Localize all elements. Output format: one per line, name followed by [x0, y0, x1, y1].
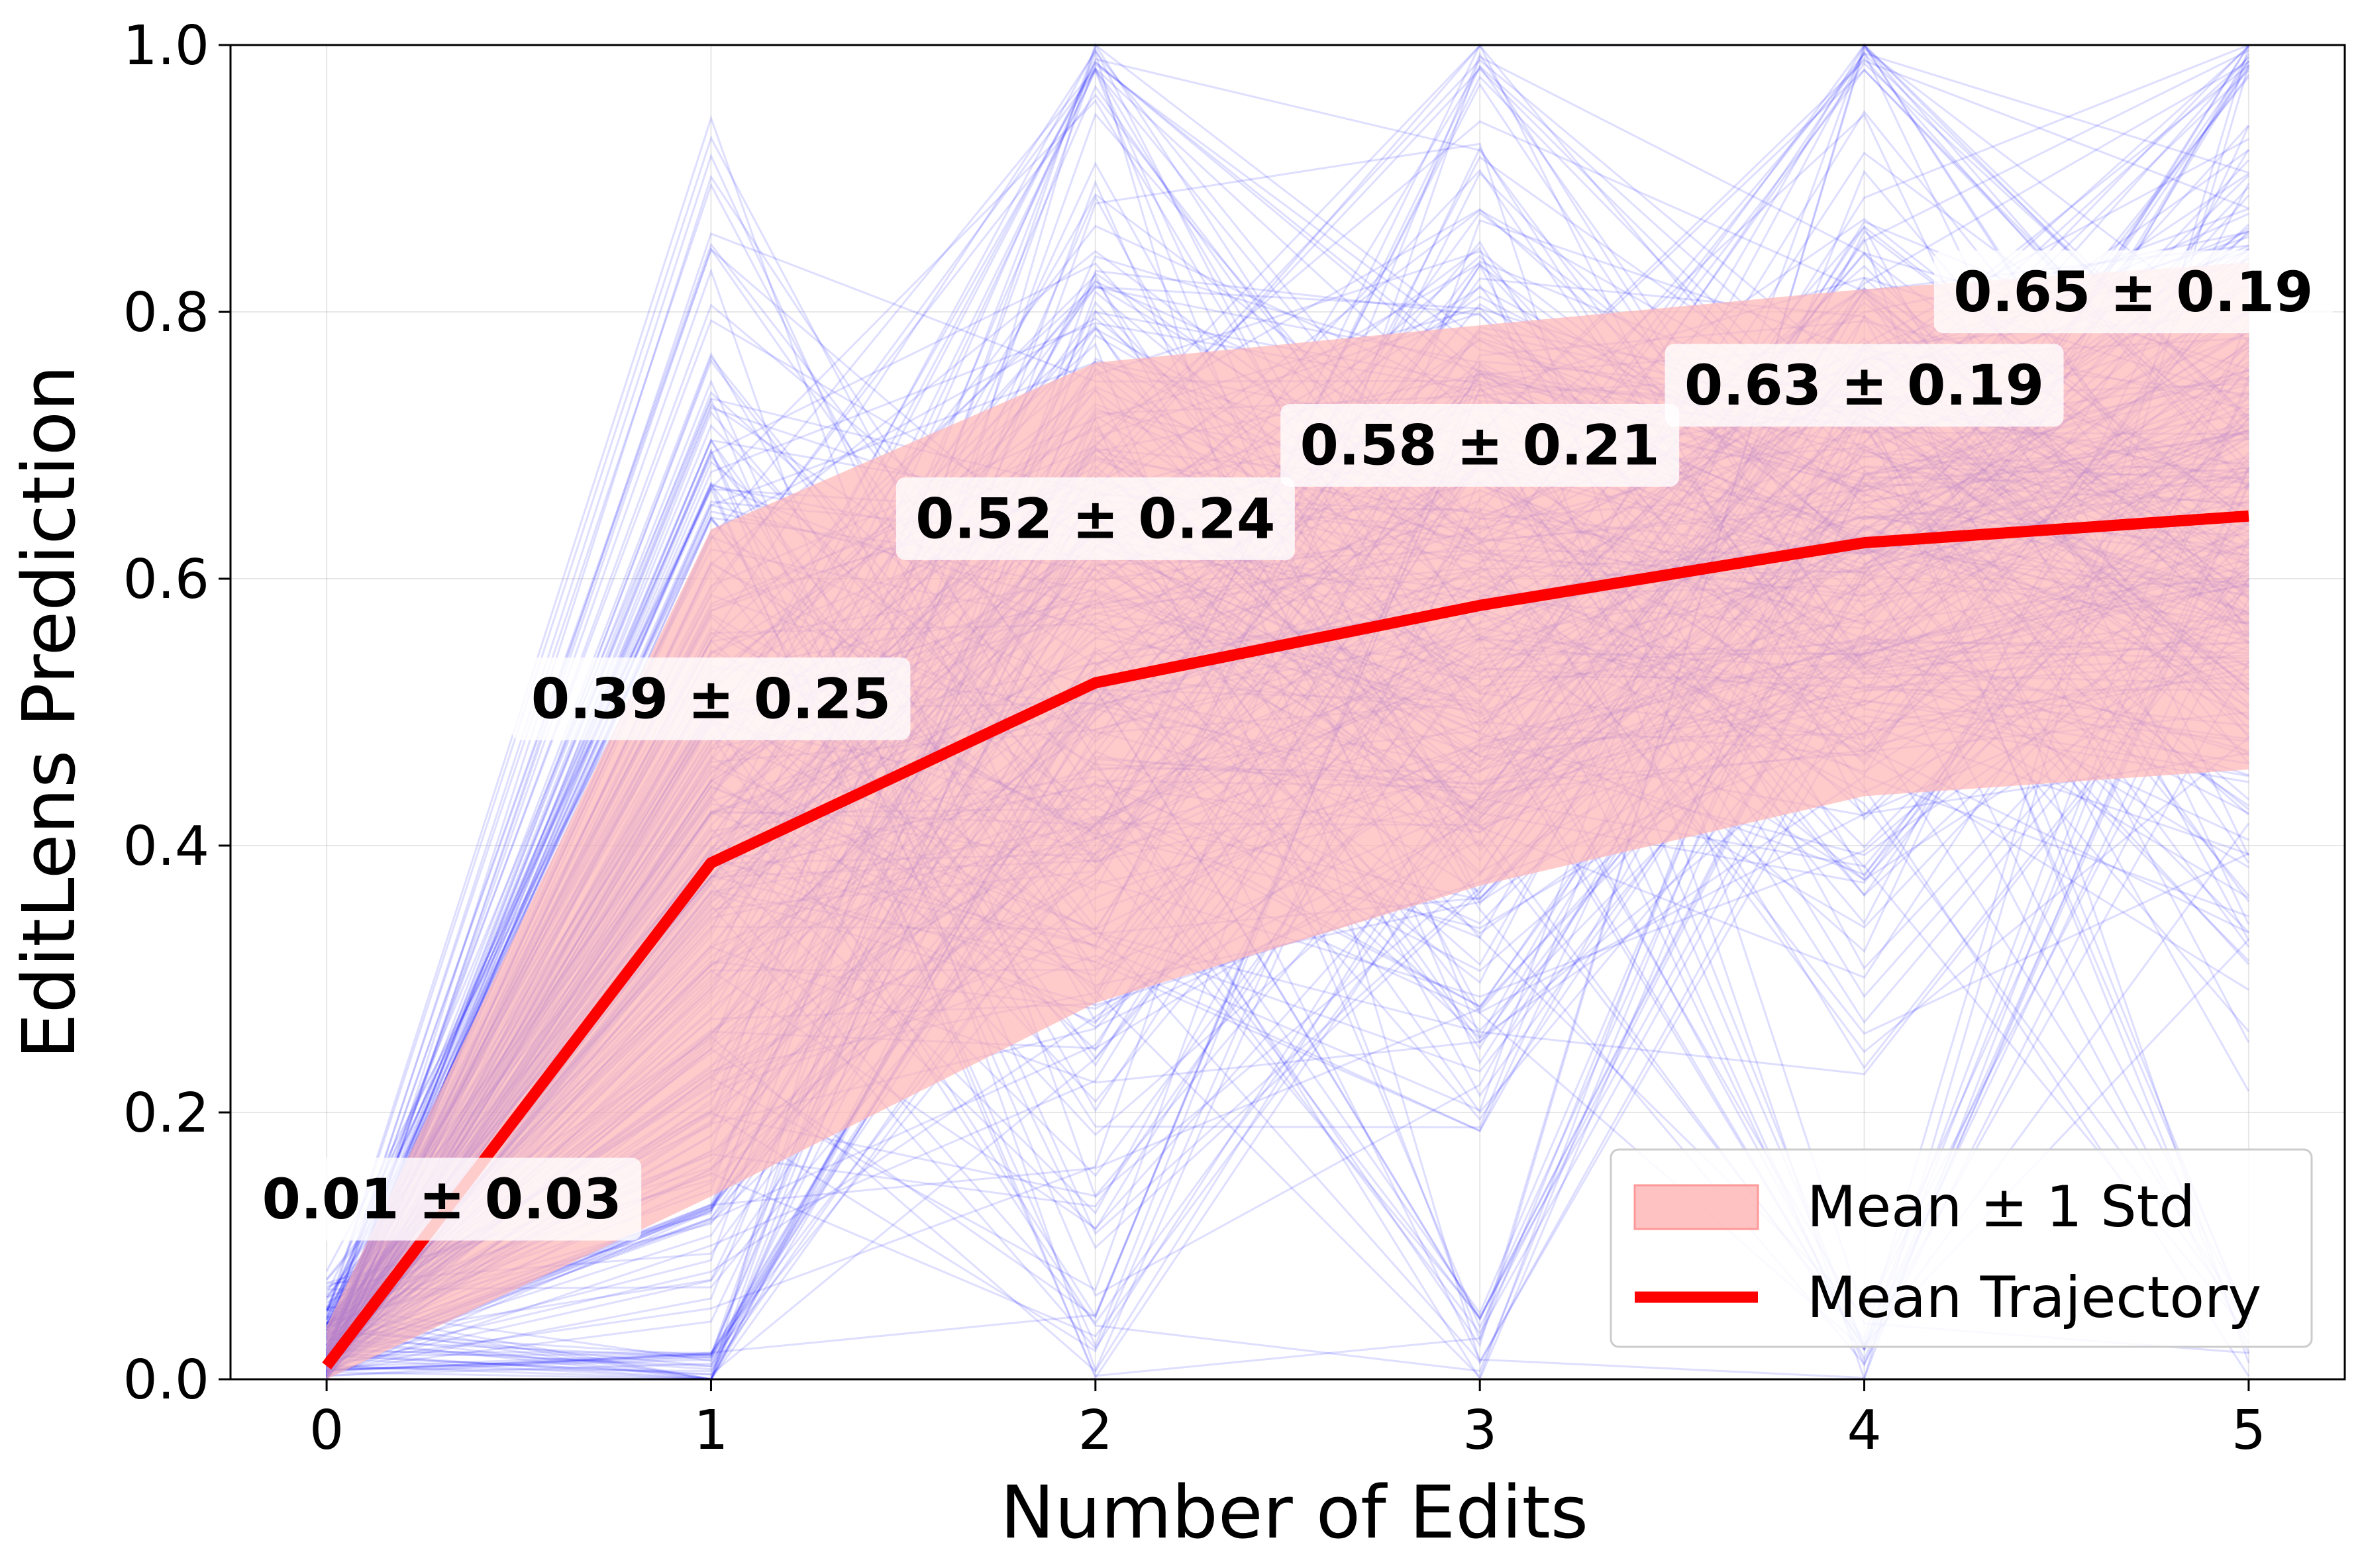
- y-tick-label: 0.6: [123, 548, 209, 611]
- annotation-box: [511, 657, 911, 740]
- legend-label-line: Mean Trajectory: [1807, 1265, 2261, 1331]
- std-band: [327, 262, 2249, 1379]
- annotations: 0.01 ± 0.03 0.39 ± 0.25 0.52 ± 0.24 0.58 ± …: [242, 250, 2333, 1241]
- y-tick-label: 1.0: [123, 15, 209, 77]
- annotation-box: [1933, 250, 2333, 334]
- y-tick-label: 0.2: [123, 1082, 209, 1145]
- annotation-box: [1280, 404, 1680, 487]
- y-axis-title: EditLens Prediction: [7, 365, 91, 1059]
- mean-trajectory-line: [322, 510, 2249, 1369]
- x-tick-label: 3: [1463, 1399, 1497, 1462]
- annotation-label: 0.65 ± 0.19: [1953, 260, 2313, 324]
- plot-frame: [229, 44, 2346, 1381]
- annotation-box: [242, 1157, 642, 1241]
- annotation-label: 0.52 ± 0.24: [915, 486, 1275, 551]
- x-tick-label: 1: [693, 1399, 728, 1462]
- x-tick-label: 4: [1847, 1399, 1881, 1462]
- legend: Mean ± 1 Std Mean Trajectory: [1610, 1148, 2313, 1348]
- annotation-box: [1665, 344, 2064, 427]
- trajectory-line: [325, 225, 2249, 1380]
- y-tick-label: 0.0: [123, 1349, 209, 1412]
- x-tick-label: 5: [2232, 1399, 2266, 1462]
- legend-label-band: Mean ± 1 Std: [1807, 1174, 2195, 1240]
- x-tick-label: 0: [309, 1399, 344, 1462]
- annotation-label: 0.63 ± 0.19: [1684, 353, 2044, 418]
- y-tick-label: 0.8: [123, 281, 209, 344]
- annotation-label: 0.58 ± 0.21: [1300, 413, 1659, 478]
- trajectory-line: [325, 47, 2249, 1377]
- annotation-box: [896, 477, 1295, 560]
- legend-box: [1610, 1148, 2313, 1348]
- x-tick-label: 2: [1078, 1399, 1113, 1462]
- annotation-label: 0.01 ± 0.03: [262, 1167, 622, 1232]
- axis-ticks: 0 1 2 3 4 5 0.0 0.2 0.4 0.6 0.8 1.0: [123, 15, 2266, 1462]
- x-axis-title: Number of Edits: [1000, 1470, 1588, 1555]
- y-tick-label: 0.4: [123, 815, 209, 878]
- legend-swatch-band: [1633, 1184, 1759, 1230]
- annotation-label: 0.39 ± 0.25: [531, 666, 891, 731]
